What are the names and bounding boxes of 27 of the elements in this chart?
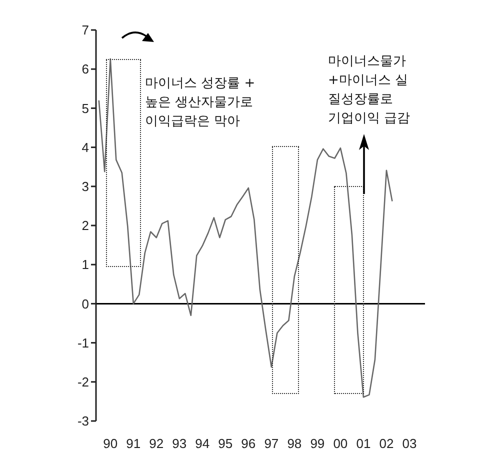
x-tick-label: 96	[241, 436, 256, 452]
x-tick-label: 01	[356, 436, 371, 452]
x-tick-label: 93	[172, 436, 187, 452]
y-tick-label: 6	[82, 62, 89, 77]
x-tick-label: 99	[310, 436, 325, 452]
y-tick-label: 7	[82, 22, 89, 38]
y-tick-label: -3	[77, 414, 89, 429]
y-tick-label: 3	[82, 179, 89, 194]
x-tick-label: 02	[379, 436, 394, 452]
x-tick-label: 03	[402, 436, 417, 452]
y-tick-label: 2	[82, 218, 89, 234]
y-tick-label: 1	[82, 257, 89, 272]
x-tick-label: 92	[149, 436, 164, 452]
y-tick-label: 0	[82, 296, 89, 312]
y-tick-label: 5	[82, 100, 89, 116]
y-tick-label: -1	[77, 335, 89, 350]
x-tick-label: 94	[195, 436, 210, 452]
x-tick-label: 00	[333, 436, 348, 452]
y-tick-label: 4	[82, 140, 89, 155]
y-tick-label: -2	[77, 374, 89, 390]
x-tick-label: 95	[218, 436, 233, 452]
x-tick-label: 97	[264, 436, 279, 452]
annotation: 마이너스 성장률 + 높은 생산자물가로 이익급락은 막아	[145, 75, 256, 131]
x-tick-label: 91	[126, 436, 141, 452]
annotation: 마이너스물가 +마이너스 실 질성장률로 기업이익 급감	[328, 53, 410, 128]
x-tick-label: 98	[287, 436, 302, 452]
x-tick-label: 90	[103, 436, 118, 452]
